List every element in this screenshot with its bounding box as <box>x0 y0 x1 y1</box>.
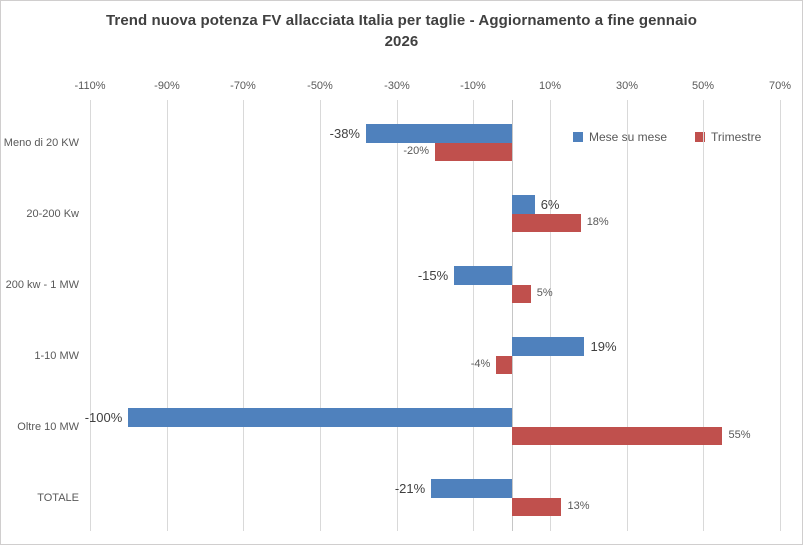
bar-trimestre <box>435 142 512 161</box>
gridline <box>90 100 91 531</box>
gridline <box>703 100 704 531</box>
x-axis-tick-label: -70% <box>230 80 256 92</box>
value-label: 5% <box>536 287 553 300</box>
bar-trimestre <box>511 497 562 516</box>
gridline <box>627 100 628 531</box>
x-axis-tick-label: -30% <box>384 80 410 92</box>
legend-swatch-blue-icon <box>573 132 583 142</box>
value-label: -21% <box>394 480 426 496</box>
value-label: 18% <box>586 216 609 229</box>
value-label: -15% <box>417 267 449 283</box>
value-label: -100% <box>84 409 123 425</box>
value-label: 55% <box>728 429 751 442</box>
chart-title: Trend nuova potenza FV allacciata Italia… <box>1 10 802 52</box>
bar-mese-su-mese <box>454 266 512 285</box>
value-label: 13% <box>567 500 590 513</box>
chart-title-line2: 2026 <box>384 33 419 50</box>
category-label: Oltre 10 MW <box>17 421 79 433</box>
gridline <box>320 100 321 531</box>
value-label: -4% <box>470 358 491 371</box>
category-label: Meno di 20 KW <box>3 137 79 149</box>
x-axis-tick-label: 30% <box>615 80 639 92</box>
bar-mese-su-mese <box>128 408 512 427</box>
value-label: 19% <box>590 338 617 354</box>
chart-title-line1: Trend nuova potenza FV allacciata Italia… <box>105 12 698 29</box>
gridline <box>397 100 398 531</box>
value-label: 6% <box>540 196 560 212</box>
x-axis-tick-label: 10% <box>538 80 562 92</box>
bar-trimestre <box>511 426 723 445</box>
category-label: 200 kw - 1 MW <box>5 279 79 291</box>
legend-label-mese-su-mese: Mese su mese <box>589 130 668 144</box>
bar-mese-su-mese <box>366 124 512 143</box>
legend-swatch-red-icon <box>695 132 706 142</box>
gridline <box>550 100 551 531</box>
legend: Mese su mese Trimestre <box>573 130 761 144</box>
bar-trimestre <box>511 284 531 303</box>
gridline <box>243 100 244 531</box>
gridline <box>780 100 781 531</box>
bar-mese-su-mese <box>511 337 585 356</box>
gridline <box>473 100 474 531</box>
gridline <box>167 100 168 531</box>
x-axis-tick-label: 50% <box>691 80 715 92</box>
value-label: -38% <box>329 125 360 141</box>
x-axis-tick-label: -50% <box>307 80 333 92</box>
x-axis-tick-label: -90% <box>154 80 180 92</box>
bar-mese-su-mese <box>431 479 512 498</box>
bar-trimestre <box>511 213 581 232</box>
x-axis-tick-label: 70% <box>768 80 792 92</box>
legend-item-mese-su-mese: Mese su mese <box>573 130 667 144</box>
x-axis-tick-label: -10% <box>460 80 486 92</box>
value-label: -20% <box>403 145 429 158</box>
category-label: TOTALE <box>37 492 79 504</box>
x-axis-tick-label: -110% <box>74 80 106 92</box>
legend-item-trimestre: Trimestre <box>695 130 761 144</box>
bar-trimestre <box>496 355 512 374</box>
category-label: 20-200 Kw <box>26 208 79 220</box>
legend-label-trimestre: Trimestre <box>711 130 762 144</box>
zero-axis-line <box>512 100 513 531</box>
bar-mese-su-mese <box>511 195 535 214</box>
category-label: 1-10 MW <box>34 350 79 362</box>
